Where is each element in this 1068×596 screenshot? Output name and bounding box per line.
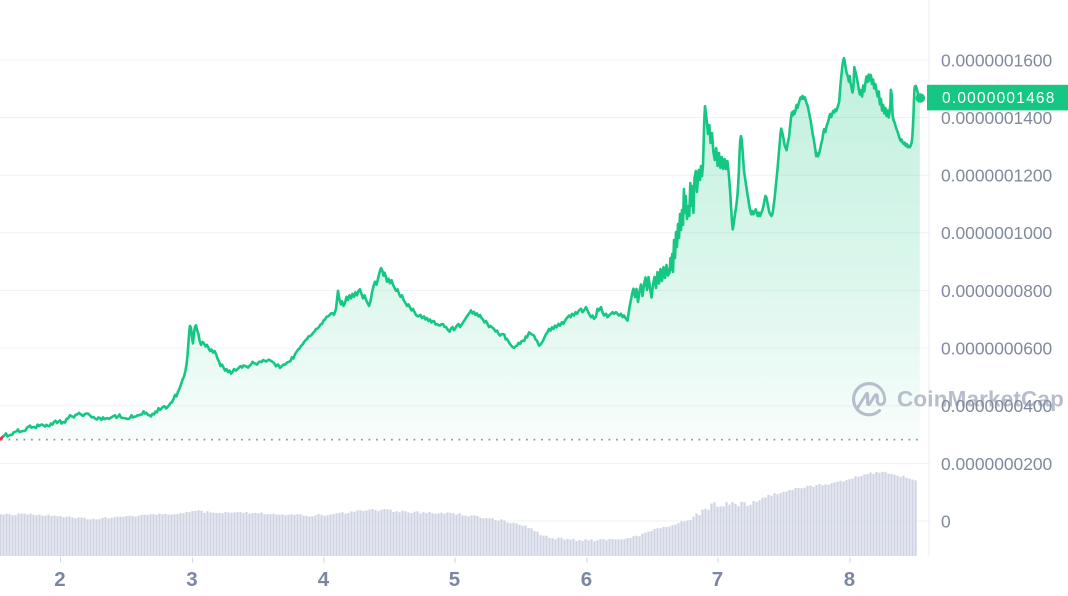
svg-text:CoinMarketCap: CoinMarketCap xyxy=(897,387,1064,412)
svg-text:0.0000001400: 0.0000001400 xyxy=(941,108,1052,128)
svg-text:0.0000000400: 0.0000000400 xyxy=(941,396,1052,416)
svg-text:4: 4 xyxy=(318,568,330,591)
svg-text:2: 2 xyxy=(54,568,65,591)
svg-text:0.0000001468: 0.0000001468 xyxy=(942,90,1056,107)
svg-text:0.0000000800: 0.0000000800 xyxy=(941,281,1052,301)
svg-text:3: 3 xyxy=(186,568,197,591)
svg-text:0.0000000200: 0.0000000200 xyxy=(941,454,1052,474)
svg-text:5: 5 xyxy=(449,568,460,591)
svg-text:6: 6 xyxy=(581,568,592,591)
svg-text:0.0000001200: 0.0000001200 xyxy=(941,166,1052,186)
svg-text:8: 8 xyxy=(844,568,855,591)
svg-text:0.0000000600: 0.0000000600 xyxy=(941,339,1052,359)
svg-text:0.0000001600: 0.0000001600 xyxy=(941,50,1052,70)
svg-text:0: 0 xyxy=(941,511,951,531)
svg-text:0.0000001000: 0.0000001000 xyxy=(941,223,1052,243)
svg-text:7: 7 xyxy=(712,568,723,591)
